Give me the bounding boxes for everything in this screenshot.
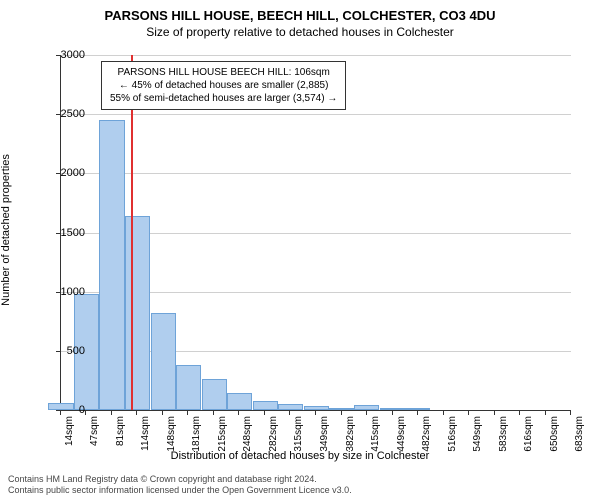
x-tick-mark <box>519 410 520 415</box>
histogram-bar <box>405 408 430 410</box>
y-tick-label: 3000 <box>45 49 85 61</box>
info-line-3: 55% of semi-detached houses are larger (… <box>110 92 337 105</box>
y-tick-label: 2500 <box>45 108 85 120</box>
histogram-bar <box>354 405 379 410</box>
x-tick-mark <box>494 410 495 415</box>
info-line-2: ← 45% of detached houses are smaller (2,… <box>110 79 337 92</box>
chart-subtitle: Size of property relative to detached ho… <box>0 23 600 39</box>
x-tick-mark <box>366 410 367 415</box>
histogram-bar <box>176 365 201 410</box>
info-annotation-box: PARSONS HILL HOUSE BEECH HILL: 106sqm ← … <box>101 61 346 110</box>
x-tick-mark <box>111 410 112 415</box>
histogram-bar <box>151 313 176 410</box>
x-axis-label: Distribution of detached houses by size … <box>0 450 600 462</box>
x-tick-mark <box>315 410 316 415</box>
x-tick-mark <box>238 410 239 415</box>
y-tick-label: 1500 <box>45 227 85 239</box>
x-tick-mark <box>289 410 290 415</box>
plot-area: PARSONS HILL HOUSE BEECH HILL: 106sqm ← … <box>60 55 571 411</box>
histogram-bar <box>99 120 124 410</box>
y-tick-label: 2000 <box>45 167 85 179</box>
y-axis-label: Number of detached properties <box>0 154 12 306</box>
footer-line-1: Contains HM Land Registry data © Crown c… <box>8 474 352 485</box>
footer-attribution: Contains HM Land Registry data © Crown c… <box>8 474 352 496</box>
x-tick-mark <box>162 410 163 415</box>
histogram-bar <box>380 408 405 410</box>
footer-line-2: Contains public sector information licen… <box>8 485 352 496</box>
histogram-bar <box>202 379 227 410</box>
x-tick-mark <box>392 410 393 415</box>
x-tick-mark <box>213 410 214 415</box>
chart-container: PARSONS HILL HOUSE, BEECH HILL, COLCHEST… <box>0 0 600 500</box>
histogram-bar <box>125 216 150 410</box>
x-tick-mark <box>60 410 61 415</box>
y-tick-label: 0 <box>45 404 85 416</box>
histogram-bar <box>329 408 354 410</box>
x-tick-mark <box>136 410 137 415</box>
x-tick-mark <box>570 410 571 415</box>
x-tick-mark <box>341 410 342 415</box>
info-line-1: PARSONS HILL HOUSE BEECH HILL: 106sqm <box>110 66 337 79</box>
x-tick-mark <box>443 410 444 415</box>
y-tick-label: 1000 <box>45 286 85 298</box>
chart-title: PARSONS HILL HOUSE, BEECH HILL, COLCHEST… <box>0 0 600 23</box>
x-tick-mark <box>85 410 86 415</box>
y-tick-label: 500 <box>45 345 85 357</box>
x-tick-mark <box>545 410 546 415</box>
histogram-bar <box>278 404 303 411</box>
histogram-bar <box>227 393 252 410</box>
histogram-bar <box>253 401 278 410</box>
histogram-bar <box>304 406 329 410</box>
x-tick-mark <box>468 410 469 415</box>
x-tick-mark <box>264 410 265 415</box>
x-tick-mark <box>187 410 188 415</box>
x-tick-mark <box>417 410 418 415</box>
